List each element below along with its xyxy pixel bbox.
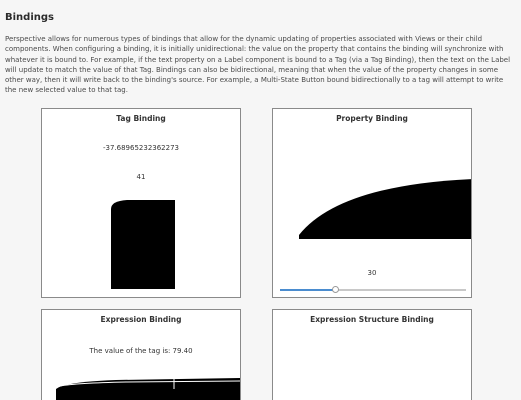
slider-thumb[interactable] — [332, 286, 339, 293]
tag-level-label: 41 — [136, 173, 146, 181]
slider-value-label: 30 — [367, 269, 377, 277]
tag-level-tank — [111, 200, 175, 289]
expression-shape — [56, 378, 240, 400]
tag-value-label: -37.68965232362273 — [102, 144, 179, 152]
property-binding-card: Property Binding 30 — [272, 108, 472, 298]
expression-structure-binding-title: Expression Structure Binding — [310, 315, 434, 324]
tag-level-shape — [111, 200, 175, 289]
expression-binding-title: Expression Binding — [100, 315, 182, 324]
slider-fill — [280, 289, 336, 291]
property-shape — [299, 179, 471, 239]
expression-shape-fill — [56, 378, 240, 400]
section-description: Perspective allows for numerous types of… — [5, 35, 511, 95]
tag-binding-card: Tag Binding -37.68965232362273 41 — [41, 108, 241, 298]
property-shape-fill — [299, 179, 471, 239]
slider-track[interactable] — [280, 289, 466, 291]
expression-binding-card: Expression Binding The value of the tag … — [41, 309, 241, 400]
expression-value-text: The value of the tag is: 79.40 — [89, 347, 193, 355]
expression-structure-binding-card: Expression Structure Binding — [272, 309, 472, 400]
section-title: Bindings — [5, 12, 54, 23]
tag-binding-title: Tag Binding — [116, 114, 166, 123]
property-binding-title: Property Binding — [336, 114, 408, 123]
expression-shape-highlight — [59, 380, 240, 387]
